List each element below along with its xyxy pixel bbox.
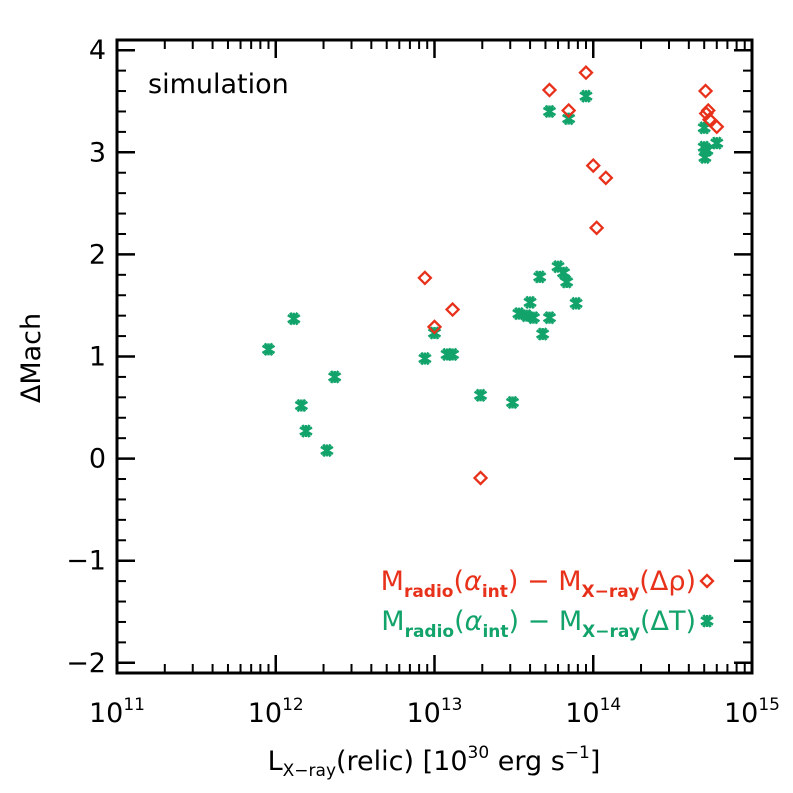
legend-marker-asterisk [700,614,714,628]
legend-marker-diamond [699,573,715,589]
y-axis-label: ΔMach [16,313,47,403]
data-point-asterisk [473,388,488,402]
x-tick-label: 1012 [248,695,304,729]
x-label-main: L [268,746,283,777]
data-point-asterisk [535,327,550,341]
data-point-asterisk [533,270,547,284]
legend-symbol-diamond [699,573,715,589]
data-point-asterisk [542,104,557,119]
data-point-diamond [588,220,605,236]
data-point-asterisk [445,347,460,362]
x-label-sub: X−ray [283,761,336,781]
data-point-asterisk [327,370,342,384]
y-tick-label: 1 [89,342,106,373]
data-point-diamond [701,112,718,128]
data-point-asterisk [561,111,576,126]
data-point-asterisk [505,395,520,410]
data-markers [261,65,725,486]
legend-entry-delta-rho: Mradio(αint) − MX−ray(Δρ) [381,566,696,602]
x-label-rest: (relic) [10 [336,746,468,777]
data-point-diamond [598,170,614,186]
data-point-asterisk [299,424,313,438]
data-point-asterisk [320,443,334,458]
data-point-diamond [426,319,443,335]
data-point-asterisk [526,311,541,325]
data-point-diamond [541,82,558,98]
y-tick-label: 4 [89,35,106,66]
y-tick-label: −2 [66,648,106,679]
data-point-diamond [585,157,601,174]
x-tick-label: 1014 [565,695,621,729]
data-point-asterisk [261,342,276,357]
data-point-asterisk [569,296,583,311]
x-axis-label: LX−ray(relic) [1030 erg s−1] [268,743,601,781]
data-point-asterisk [697,121,711,135]
data-point-diamond [417,270,433,286]
simulation-annotation: simulation [148,69,289,100]
data-point-asterisk [287,312,301,326]
data-point-asterisk [294,398,309,413]
y-tick-label: 0 [89,444,106,475]
y-tick-label: −1 [66,546,106,577]
data-point-asterisk [579,89,593,103]
y-tick-label: 3 [89,137,106,168]
data-point-diamond [697,83,714,99]
data-point-asterisk [523,295,537,310]
x-label-units: erg s [489,746,565,777]
legend-entry-delta-t: Mradio(αint) − MX−ray(ΔT) [381,606,696,642]
x-label-close: ] [590,746,601,777]
data-point-asterisk [418,351,432,366]
data-point-asterisk [559,275,574,289]
x-tick-label: 1013 [407,695,463,729]
legend-symbol-asterisk [700,614,714,628]
x-label-sup: 30 [468,743,490,763]
data-point-diamond [472,470,489,486]
y-tick-label: 2 [89,239,106,270]
data-point-asterisk [710,136,724,150]
data-point-diamond [444,301,461,318]
plot-frame [115,38,754,675]
data-point-diamond [578,65,594,81]
legend: Mradio(αint) − MX−ray(Δρ) Mradio(αint) −… [381,566,715,642]
tick-labels: 1011 1012 1013 1014 1015 −2 −1 0 1 2 3 4 [66,35,780,729]
data-point-asterisk [542,311,557,325]
x-tick-label: 1011 [89,695,145,729]
x-tick-label: 1015 [724,695,780,729]
x-label-units-sup: −1 [565,743,590,763]
data-point-diamond [561,102,577,119]
data-point-asterisk [700,143,714,157]
data-point-diamond [709,119,725,135]
